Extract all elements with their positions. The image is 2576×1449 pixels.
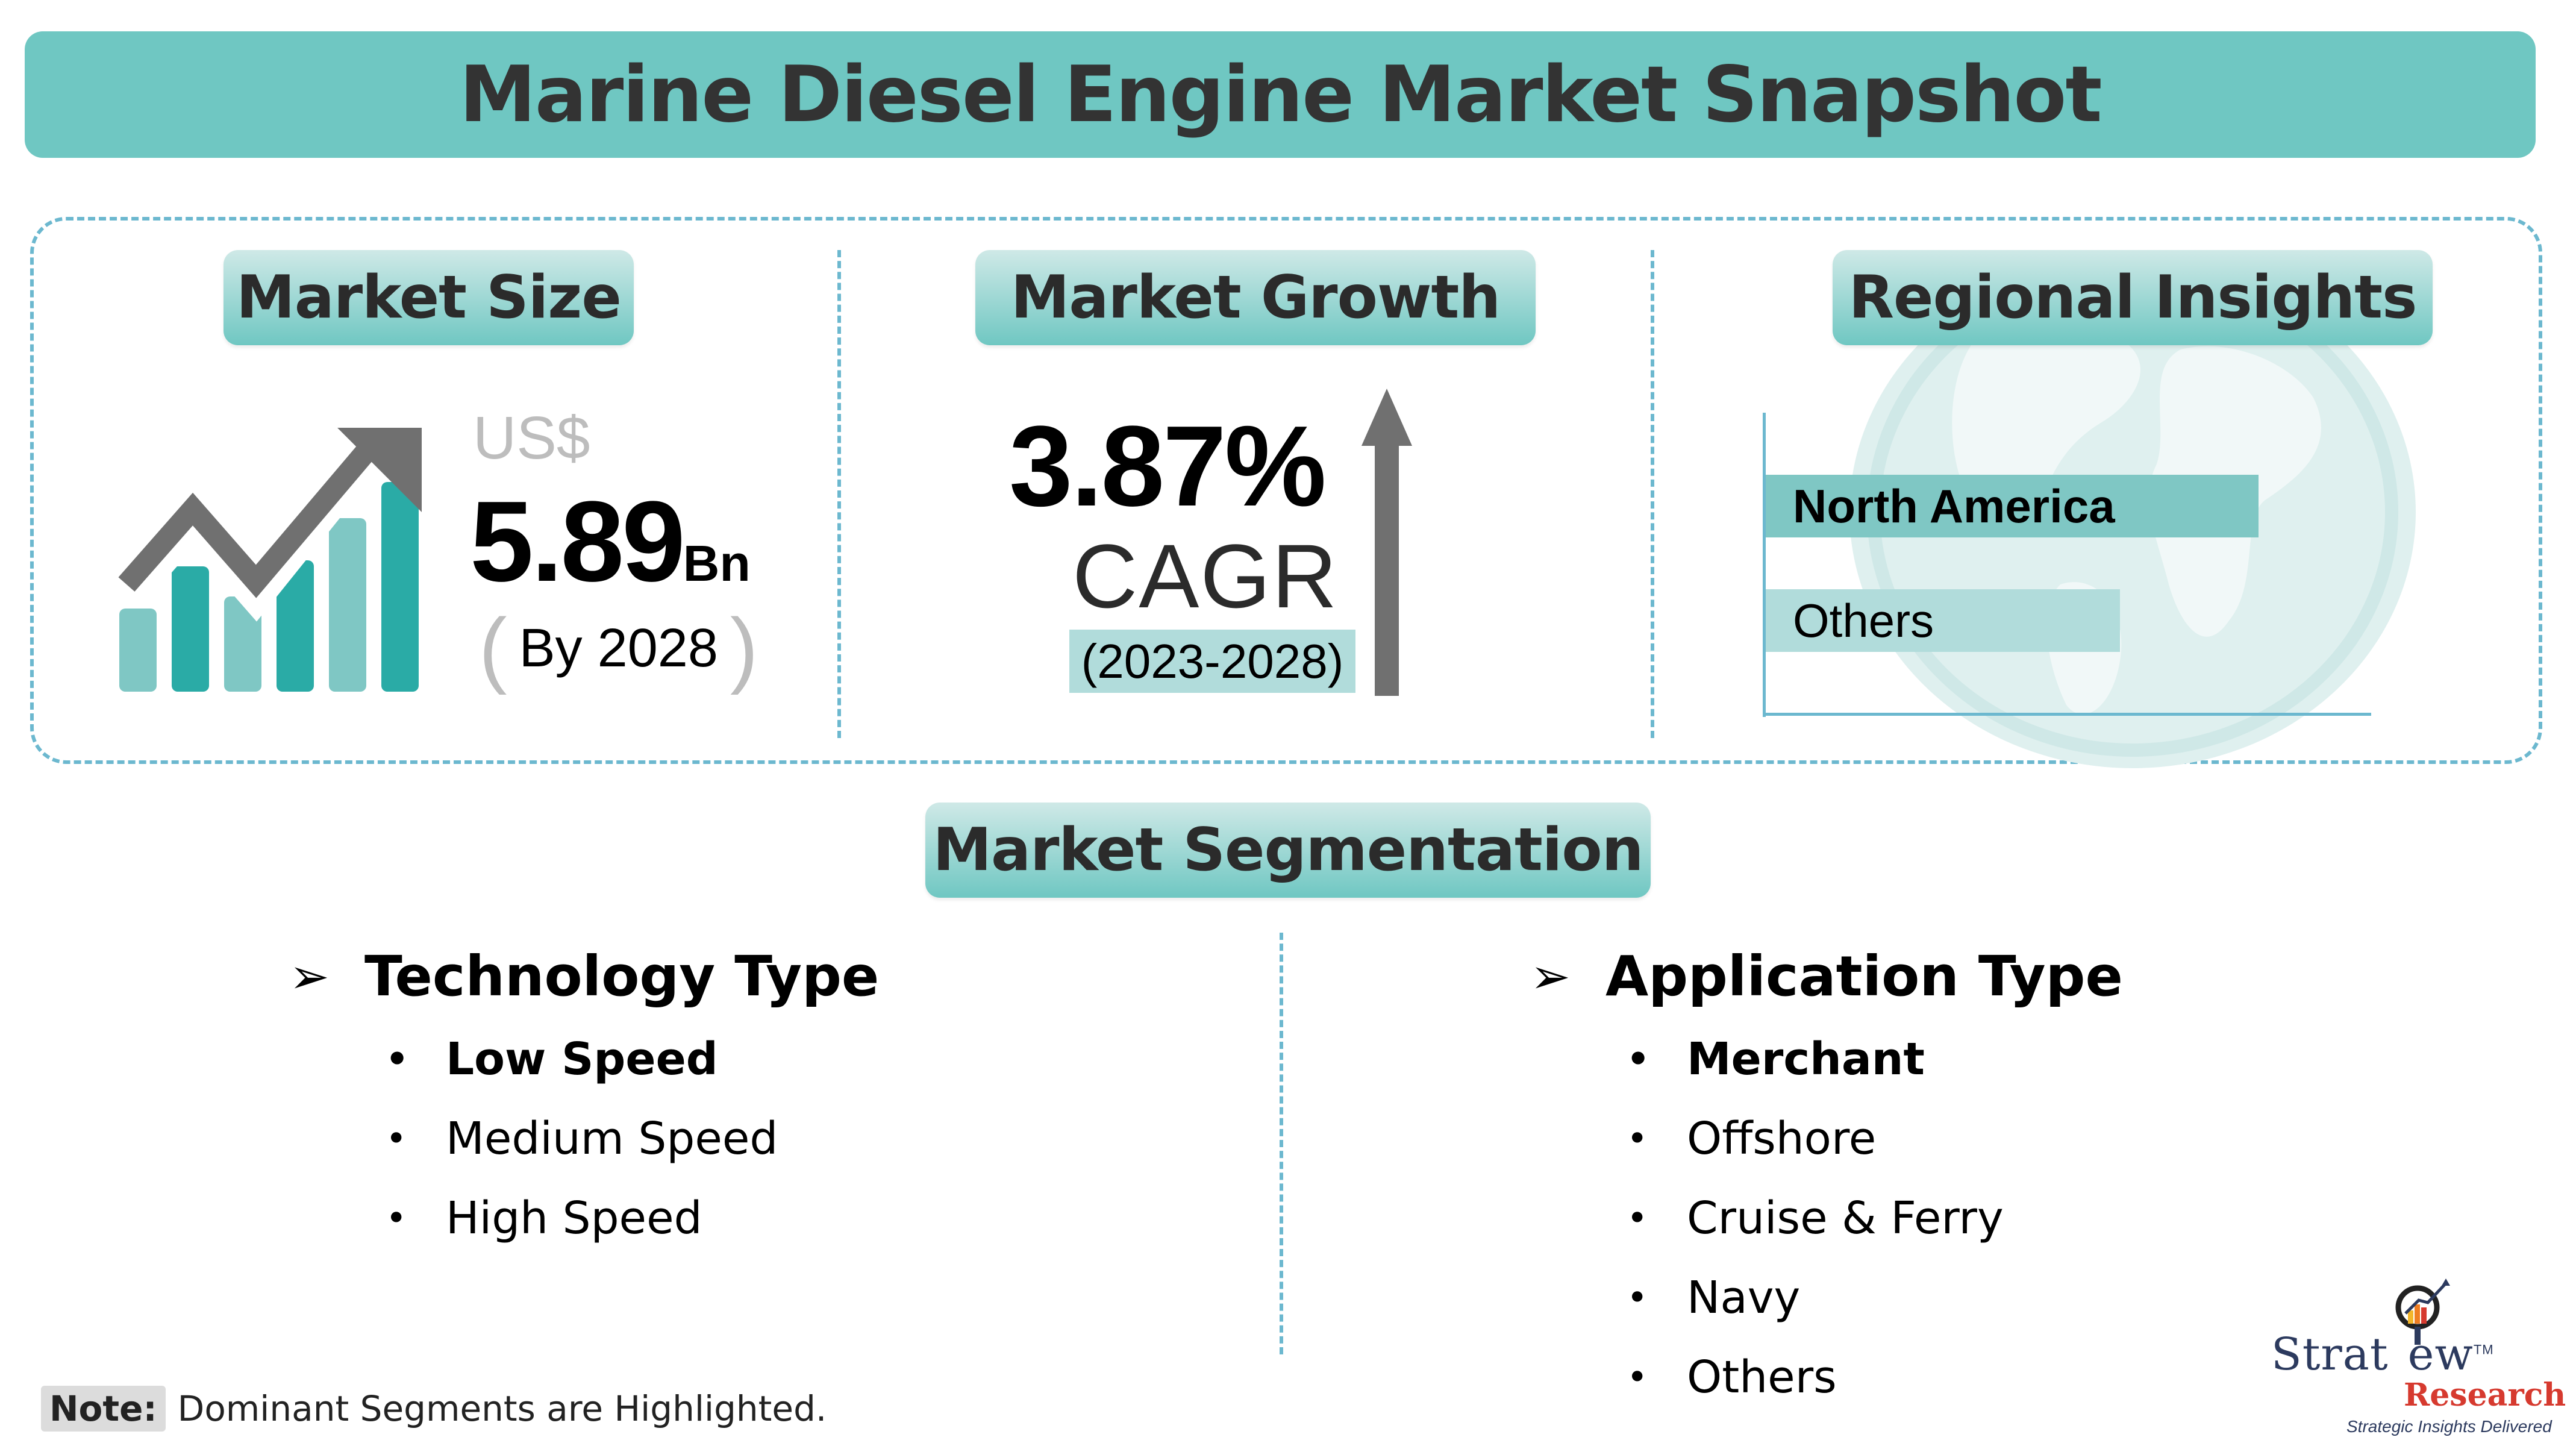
period-box: (2023-2028)	[1069, 630, 1355, 693]
bullet-icon: •	[1627, 1118, 1648, 1160]
segmentation-pill: Market Segmentation	[925, 803, 1651, 898]
segment-item: • Medium Speed	[386, 1113, 778, 1165]
segment-item-label: Navy	[1687, 1272, 1801, 1324]
market-size-value: 5.89 Bn	[470, 476, 751, 607]
logo-wordmark: Strat ewTM	[2271, 1329, 2494, 1380]
region-bar-north-america: North America	[1766, 475, 2259, 537]
logo-name-1: Strat	[2271, 1329, 2389, 1380]
page-title: Marine Diesel Engine Market Snapshot	[459, 49, 2102, 140]
bullet-icon: •	[1627, 1356, 1648, 1398]
icon-arrow-head	[337, 428, 422, 512]
icon-bar-1	[119, 609, 157, 692]
bullet-icon: •	[1627, 1277, 1648, 1319]
icon-trend-arrow	[118, 436, 382, 598]
icon-bar-4	[277, 560, 314, 692]
bullet-icon: •	[386, 1038, 409, 1080]
divider-right	[1651, 250, 1654, 738]
icon-bar-6	[381, 482, 419, 692]
segment-item-label: High Speed	[446, 1192, 702, 1244]
icon-bar-3	[224, 596, 261, 692]
segment-group-application: ➢ Application Type	[1530, 940, 2123, 1012]
bullet-icon: •	[386, 1197, 407, 1239]
segment-group-title: Application Type	[1605, 944, 2123, 1009]
market-growth-heading: Market Growth	[1010, 263, 1501, 332]
region-label: Others	[1793, 593, 1934, 647]
cagr-label: CAGR	[1072, 525, 1339, 627]
title-banner: Marine Diesel Engine Market Snapshot	[25, 31, 2536, 158]
segment-item-label: Others	[1687, 1351, 1837, 1403]
arrow-bullet-icon: ➢	[1530, 948, 1571, 1004]
paren-open: (	[479, 601, 507, 695]
region-x-axis	[1763, 713, 2371, 716]
segmentation-heading: Market Segmentation	[933, 816, 1643, 884]
arrow-bullet-icon: ➢	[289, 948, 330, 1004]
market-size-heading: Market Size	[236, 263, 622, 332]
segment-item-label: Merchant	[1687, 1033, 1925, 1085]
logo-name-2: ew	[2407, 1329, 2474, 1380]
bullet-icon: •	[1627, 1197, 1648, 1239]
market-size-number: 5.89	[470, 478, 686, 606]
bullet-icon: •	[1627, 1038, 1650, 1080]
year-text: By 2028	[519, 618, 718, 678]
icon-bar-2	[172, 566, 209, 692]
market-size-pill: Market Size	[224, 250, 634, 345]
segment-item: • Cruise & Ferry	[1627, 1192, 2004, 1244]
market-size-unit: Bn	[683, 535, 751, 592]
segment-item-label: Offshore	[1687, 1113, 1877, 1165]
currency-label: US$	[473, 404, 590, 472]
regional-insights-heading: Regional Insights	[1848, 263, 2418, 332]
cagr-value: 3.87%	[1009, 402, 1327, 530]
market-growth-pill: Market Growth	[975, 250, 1536, 345]
bullet-icon: •	[386, 1118, 407, 1160]
icon-bar-5	[329, 518, 366, 692]
segmentation-divider	[1280, 933, 1283, 1354]
segment-item: • High Speed	[386, 1192, 702, 1244]
segment-item: • Merchant	[1627, 1033, 1925, 1085]
segment-item: • Others	[1627, 1351, 1837, 1403]
logo-trademark: TM	[2473, 1342, 2494, 1357]
stratview-logo: Strat ewTM Research Strategic Insights De…	[2271, 1277, 2572, 1446]
segment-group-title: Technology Type	[364, 944, 880, 1009]
period-text: (2023-2028)	[1081, 634, 1344, 688]
magnifier-chart-icon	[2395, 1278, 2450, 1345]
regional-insights-pill: Regional Insights	[1833, 250, 2433, 345]
region-label: North America	[1793, 479, 2115, 533]
region-bar-others: Others	[1766, 589, 2120, 652]
segment-item: • Navy	[1627, 1272, 1800, 1324]
market-size-year: ( By 2028 )	[479, 599, 758, 697]
overview-panel	[30, 217, 2542, 764]
growth-arrow-icon	[1361, 389, 1412, 696]
note-label: Note:	[41, 1386, 166, 1432]
logo-tagline: Strategic Insights Delivered	[2346, 1417, 2552, 1436]
segment-item: • Low Speed	[386, 1033, 718, 1085]
segment-item-label: Medium Speed	[446, 1113, 778, 1165]
note-text: Dominant Segments are Highlighted.	[177, 1388, 827, 1429]
growth-chart-icon	[114, 428, 422, 692]
region-y-axis	[1763, 413, 1766, 717]
segment-item-label: Low Speed	[446, 1033, 718, 1085]
paren-close: )	[730, 601, 758, 695]
footnote: Note: Dominant Segments are Highlighted.	[41, 1386, 827, 1432]
segment-item-label: Cruise & Ferry	[1687, 1192, 2004, 1244]
logo-research: Research	[2404, 1377, 2566, 1413]
segment-group-technology: ➢ Technology Type	[289, 940, 879, 1012]
divider-left	[837, 250, 841, 738]
segment-item: • Offshore	[1627, 1113, 1876, 1165]
